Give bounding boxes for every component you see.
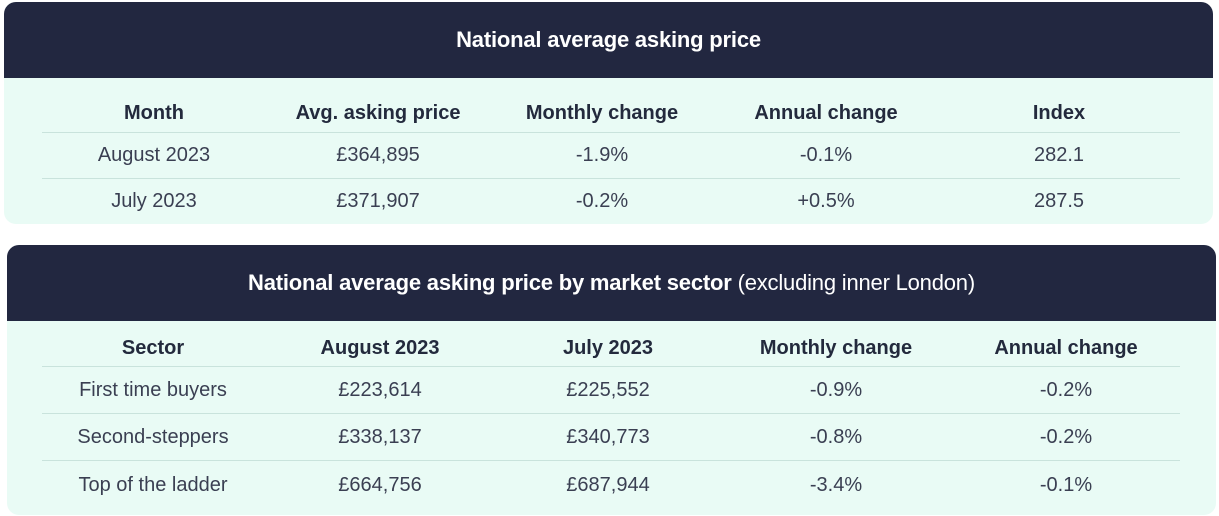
column-header-avg-price: Avg. asking price bbox=[295, 101, 461, 124]
market-sector-card: National average asking price by market … bbox=[7, 245, 1216, 515]
table-cell: £338,137 bbox=[264, 413, 496, 461]
table-cell: £340,773 bbox=[496, 413, 720, 461]
table-cell: July 2023 bbox=[42, 178, 266, 224]
table-row: July 2023 £371,907 -0.2% +0.5% 287.5 bbox=[42, 178, 1180, 224]
table-cell: £223,614 bbox=[264, 366, 496, 414]
table-cell: 287.5 bbox=[938, 178, 1180, 224]
column-header-annual-change: Annual change bbox=[994, 337, 1138, 359]
column-header-monthly-change: Monthly change bbox=[759, 337, 913, 359]
table-row: Second-steppers £338,137 £340,773 -0.8% … bbox=[42, 413, 1180, 461]
market-sector-header: National average asking price by market … bbox=[7, 245, 1216, 321]
table-row: First time buyers £223,614 £225,552 -0.9… bbox=[42, 366, 1180, 414]
table-cell: Top of the ladder bbox=[42, 460, 264, 510]
table-cell: -0.9% bbox=[720, 366, 952, 414]
table-cell: £664,756 bbox=[264, 460, 496, 510]
market-sector-title: National average asking price by market … bbox=[248, 270, 732, 295]
column-header-index: Index bbox=[1032, 101, 1086, 124]
table-cell: -0.2% bbox=[490, 178, 714, 224]
column-header-sector: Sector bbox=[121, 337, 185, 359]
table-cell: -0.8% bbox=[720, 413, 952, 461]
table-cell: -3.4% bbox=[720, 460, 952, 510]
market-sector-table: Sector August 2023 July 2023 Monthly cha… bbox=[42, 331, 1180, 510]
table-cell: 282.1 bbox=[938, 132, 1180, 179]
column-header-monthly-change: Monthly change bbox=[525, 101, 679, 124]
table-cell: £371,907 bbox=[266, 178, 490, 224]
table-row: August 2023 £364,895 -1.9% -0.1% 282.1 bbox=[42, 132, 1180, 179]
table-cell: £687,944 bbox=[496, 460, 720, 510]
table-cell: First time buyers bbox=[42, 366, 264, 414]
column-header-month: Month bbox=[124, 101, 184, 124]
table-cell: +0.5% bbox=[714, 178, 938, 224]
column-header-july-2023: July 2023 bbox=[562, 337, 654, 359]
column-header-annual-change: Annual change bbox=[754, 101, 898, 124]
table-row: Top of the ladder £664,756 £687,944 -3.4… bbox=[42, 460, 1180, 510]
table-cell: £225,552 bbox=[496, 366, 720, 414]
table-cell: Second-steppers bbox=[42, 413, 264, 461]
asking-price-card: National average asking price Month Avg.… bbox=[4, 2, 1213, 224]
table-cell: -0.2% bbox=[952, 366, 1180, 414]
table-header-row: Sector August 2023 July 2023 Monthly cha… bbox=[42, 331, 1180, 367]
table-cell: -1.9% bbox=[490, 132, 714, 179]
market-sector-subtitle: (excluding inner London) bbox=[737, 270, 976, 295]
asking-price-header: National average asking price bbox=[4, 2, 1213, 78]
asking-price-title: National average asking price bbox=[456, 27, 761, 52]
table-cell: August 2023 bbox=[42, 132, 266, 179]
table-header-row: Month Avg. asking price Monthly change A… bbox=[42, 94, 1180, 133]
table-cell: -0.1% bbox=[952, 460, 1180, 510]
table-cell: -0.2% bbox=[952, 413, 1180, 461]
column-header-august-2023: August 2023 bbox=[320, 337, 440, 359]
asking-price-table: Month Avg. asking price Monthly change A… bbox=[42, 94, 1180, 224]
table-cell: -0.1% bbox=[714, 132, 938, 179]
table-cell: £364,895 bbox=[266, 132, 490, 179]
